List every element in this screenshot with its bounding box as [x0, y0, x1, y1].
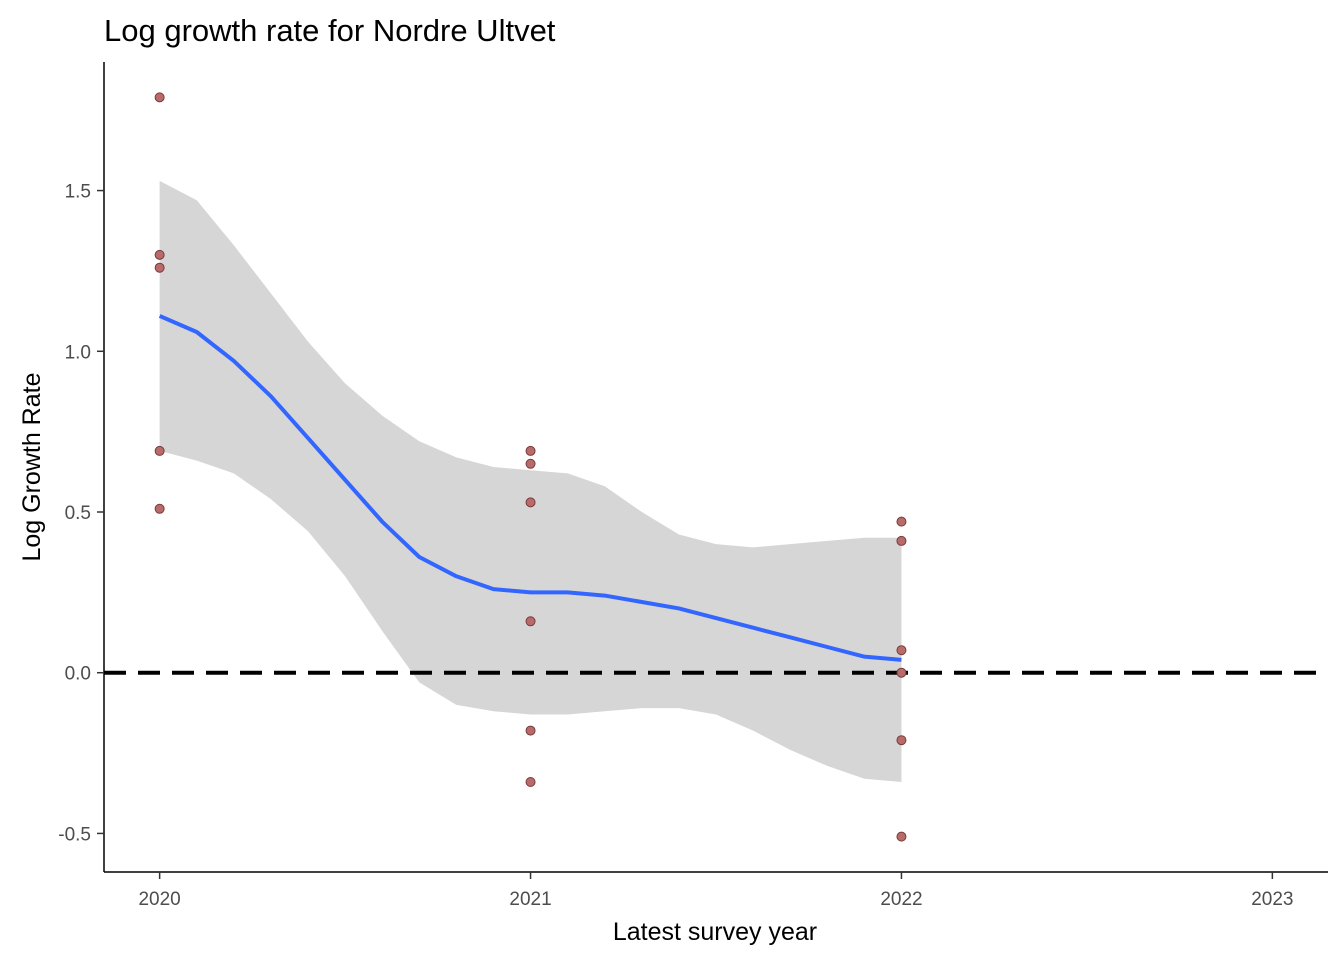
- smooth-trend-line: [158, 314, 902, 662]
- x-tick-label: 2023: [1251, 889, 1293, 910]
- data-point: [896, 831, 907, 842]
- data-point: [525, 497, 536, 508]
- data-point: [896, 735, 907, 746]
- data-point: [896, 516, 907, 527]
- confidence-band: [159, 180, 902, 782]
- chart-title: Log growth rate for Nordre Ultvet: [104, 13, 556, 48]
- y-tick-label: 0.5: [65, 503, 91, 524]
- data-point: [154, 262, 165, 273]
- x-tick-label: 2022: [880, 889, 922, 910]
- data-point: [525, 616, 536, 627]
- data-point: [896, 667, 907, 678]
- y-tick-label: 0.0: [65, 664, 91, 685]
- data-point: [896, 535, 907, 546]
- data-point: [154, 445, 165, 456]
- y-tick-label: 1.0: [65, 342, 91, 363]
- data-point: [896, 645, 907, 656]
- data-point: [525, 445, 536, 456]
- y-tick-label: 1.5: [65, 182, 91, 203]
- plot-area: 2020 2021 2022 2023 -0.5 0.0 0.5 1.0 1.5: [58, 62, 1328, 910]
- data-point: [154, 249, 165, 260]
- data-point: [525, 725, 536, 736]
- y-axis-label: Log Growth Rate: [18, 373, 46, 562]
- data-point: [154, 503, 165, 514]
- data-point: [525, 458, 536, 469]
- data-point: [525, 777, 536, 787]
- y-tick-label: -0.5: [58, 824, 91, 845]
- data-point: [154, 92, 165, 103]
- x-tick-label: 2020: [138, 889, 180, 910]
- x-tick-label: 2021: [509, 889, 551, 910]
- x-axis-label: Latest survey year: [613, 918, 817, 946]
